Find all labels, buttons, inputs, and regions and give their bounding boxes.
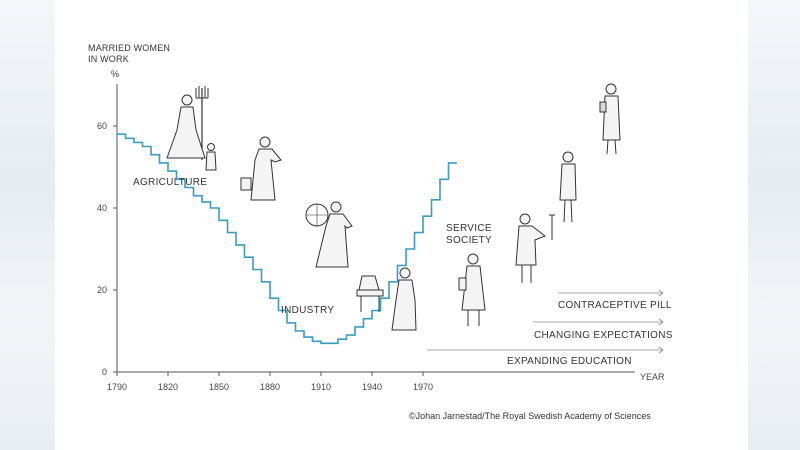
annotation-contraceptive-pill: CONTRACEPTIVE PILL <box>558 300 672 311</box>
annotation-industry: INDUSTRY <box>281 305 334 316</box>
y-axis-title-line1: MARRIED WOMEN <box>88 43 170 53</box>
figure-office-woman <box>515 213 555 283</box>
x-tick-label: 1940 <box>362 382 382 392</box>
figure-professional-woman <box>559 151 577 223</box>
figure-woman-at-spinning-wheel <box>305 201 353 268</box>
figure-service-woman <box>458 253 486 326</box>
series-step-line <box>117 133 457 345</box>
y-tick-label: 20 <box>97 285 107 295</box>
figure-sewing-machine <box>356 275 384 312</box>
arrow-contraceptive-pill <box>558 289 664 297</box>
x-tick-label: 1850 <box>209 382 229 392</box>
arrow-changing-expectations <box>533 318 664 326</box>
y-axis-unit: % <box>111 69 119 79</box>
y-tick-label: 40 <box>97 203 107 213</box>
annotation-service-line2: SOCIETY <box>446 235 492 246</box>
annotation-service-line1: SERVICE <box>446 223 492 234</box>
figure-factory-woman <box>391 267 417 331</box>
x-tick-label: 1790 <box>107 382 127 392</box>
x-tick-label: 1880 <box>260 382 280 392</box>
tick-group: 1790 1820 1850 1880 1910 1940 1970 0 20 40 60 <box>97 121 433 392</box>
figure-modern-woman <box>599 83 621 155</box>
chart-card: MARRIED WOMEN IN WORK % YEAR 1790 1820 185… <box>55 0 748 450</box>
figure-farm-woman-with-pitchfork <box>166 86 217 171</box>
figure-woman-with-bucket <box>240 136 282 201</box>
annotation-expanding-education: EXPANDING EDUCATION <box>507 356 632 367</box>
x-tick-label: 1910 <box>311 382 331 392</box>
y-tick-label: 0 <box>102 367 107 377</box>
background-right <box>748 0 800 450</box>
x-tick-label: 1970 <box>413 382 433 392</box>
annotation-changing-expectations: CHANGING EXPECTATIONS <box>534 330 673 341</box>
y-tick-label: 60 <box>97 121 107 131</box>
x-axis-title: YEAR <box>640 372 665 382</box>
image-credit: ©Johan Jarnestad/The Royal Swedish Acade… <box>409 411 651 421</box>
chart-svg: MARRIED WOMEN IN WORK % YEAR 1790 1820 185… <box>88 43 673 421</box>
annotation-agriculture: AGRICULTURE <box>133 177 207 188</box>
background-left <box>0 0 55 450</box>
x-tick-label: 1820 <box>158 382 178 392</box>
arrow-expanding-education <box>427 346 664 354</box>
y-axis-title-line2: IN WORK <box>88 54 129 64</box>
